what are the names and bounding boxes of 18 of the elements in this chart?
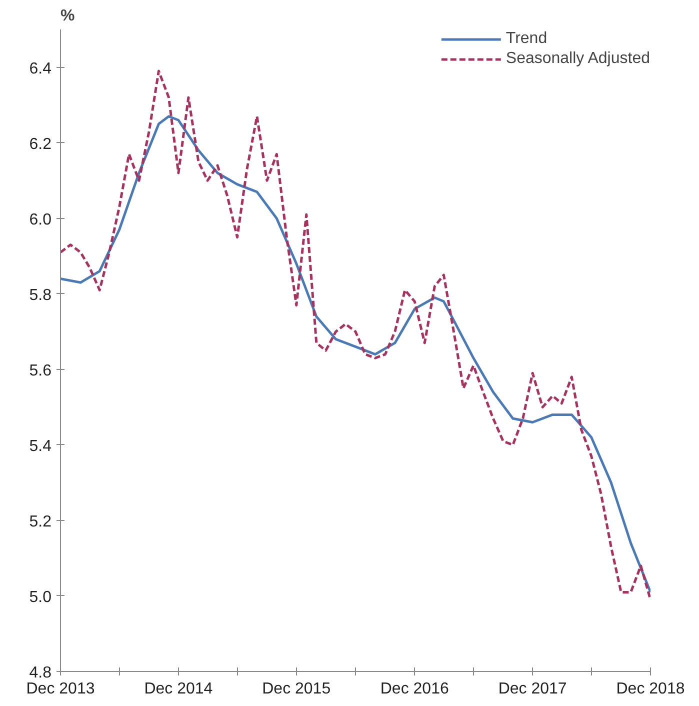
y-tick-label: 6.4 bbox=[29, 60, 52, 78]
y-tick-label: 5.8 bbox=[29, 286, 52, 304]
y-tick-label: 5.6 bbox=[29, 362, 52, 380]
x-tick-label: Dec 2017 bbox=[498, 680, 567, 698]
legend-label: Trend bbox=[506, 30, 548, 48]
y-tick-label: 5.4 bbox=[29, 438, 52, 455]
x-tick-label: Dec 2018 bbox=[616, 680, 685, 698]
y-tick-label: 6.2 bbox=[29, 136, 52, 153]
y-tick-label: 5.0 bbox=[29, 588, 52, 606]
y-tick-label: 6.0 bbox=[29, 211, 52, 228]
legend-label: Seasonally Adjusted bbox=[506, 50, 650, 68]
x-tick-label: Dec 2015 bbox=[262, 680, 331, 698]
y-tick-label: 4.8 bbox=[29, 664, 52, 682]
y-tick-label: 5.2 bbox=[29, 513, 52, 530]
y-axis-title: % bbox=[60, 8, 75, 24]
x-tick-label: Dec 2013 bbox=[26, 680, 95, 698]
x-tick-label: Dec 2016 bbox=[380, 680, 449, 698]
x-tick-label: Dec 2014 bbox=[144, 680, 213, 698]
